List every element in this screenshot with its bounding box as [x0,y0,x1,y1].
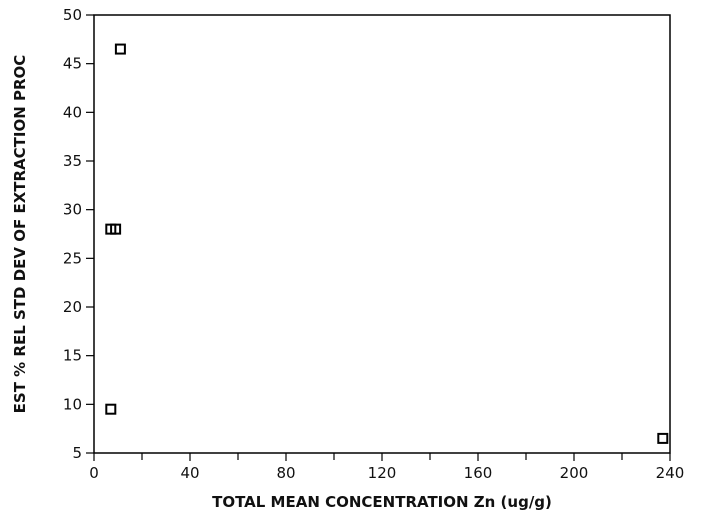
y-axis: 5 10 15 20 25 30 35 40 45 50 [63,6,94,462]
x-axis: 0 40 80 120 160 200 240 [89,453,684,482]
data-points [105,43,669,444]
x-tick-label: 40 [180,464,199,482]
data-point [657,432,669,444]
y-tick-label: 15 [63,347,82,365]
y-tick-label: 25 [63,249,82,267]
y-tick-label: 45 [63,55,82,73]
y-tick-label: 30 [63,201,82,219]
x-tick-label: 0 [89,464,99,482]
data-point [105,403,117,415]
y-axis-title: EST % REL STD DEV OF EXTRACTION PROC [11,55,29,414]
data-point [114,43,126,55]
y-tick-label: 10 [63,395,82,413]
y-tick-label: 20 [63,298,82,316]
x-tick-label: 200 [560,464,589,482]
x-tick-label: 80 [276,464,295,482]
x-axis-title: TOTAL MEAN CONCENTRATION Zn (ug/g) [212,493,552,511]
y-tick-label: 40 [63,103,82,121]
x-tick-label: 240 [656,464,685,482]
plot-frame [93,14,671,454]
data-point [110,223,122,235]
y-tick-label: 35 [63,152,82,170]
y-tick-label: 50 [63,6,82,24]
x-tick-label: 120 [368,464,397,482]
y-tick-label: 5 [72,444,82,462]
x-tick-label: 160 [464,464,493,482]
